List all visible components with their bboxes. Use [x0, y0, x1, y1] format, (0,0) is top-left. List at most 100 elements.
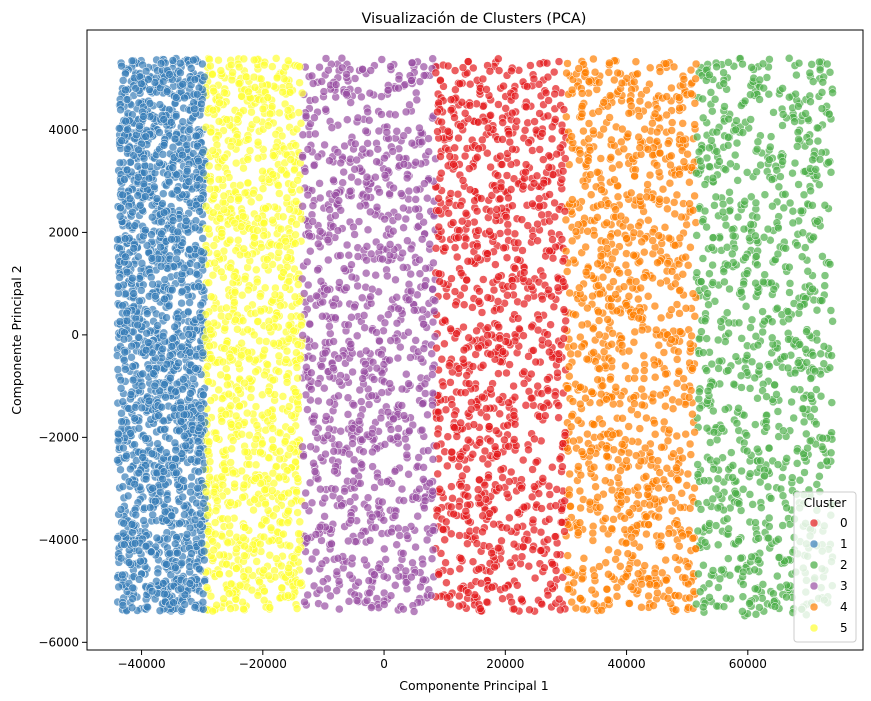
scatter-point-cluster-2: [762, 73, 772, 82]
scatter-point-cluster-3: [314, 396, 323, 406]
scatter-point-cluster-4: [660, 223, 670, 232]
scatter-point-cluster-4: [676, 503, 685, 512]
scatter-point-cluster-3: [354, 578, 363, 587]
scatter-point-cluster-0: [484, 422, 494, 431]
scatter-point-cluster-2: [805, 137, 814, 147]
scatter-point-cluster-2: [753, 394, 762, 403]
scatter-point-cluster-0: [472, 206, 482, 216]
scatter-point-cluster-0: [454, 501, 464, 511]
scatter-point-cluster-4: [644, 100, 653, 110]
scatter-point-cluster-0: [550, 212, 560, 222]
scatter-point-cluster-0: [437, 117, 446, 127]
scatter-point-cluster-4: [667, 151, 676, 161]
scatter-point-cluster-1: [180, 600, 189, 609]
scatter-point-cluster-0: [524, 138, 533, 147]
scatter-point-cluster-0: [462, 275, 471, 285]
scatter-point-cluster-4: [568, 397, 578, 406]
scatter-point-cluster-3: [392, 318, 402, 328]
scatter-point-cluster-2: [805, 68, 815, 78]
scatter-point-cluster-0: [462, 443, 471, 453]
scatter-point-cluster-2: [696, 277, 706, 286]
scatter-point-cluster-0: [483, 293, 493, 302]
scatter-point-cluster-5: [274, 351, 284, 361]
scatter-point-cluster-0: [455, 564, 465, 574]
scatter-point-cluster-4: [634, 132, 643, 142]
scatter-point-cluster-3: [347, 313, 356, 322]
scatter-point-cluster-4: [663, 139, 673, 148]
scatter-point-cluster-2: [724, 58, 733, 67]
scatter-point-cluster-1: [115, 317, 125, 326]
scatter-point-cluster-2: [794, 102, 803, 111]
scatter-point-cluster-4: [678, 119, 687, 128]
scatter-point-cluster-2: [755, 477, 765, 487]
scatter-point-cluster-2: [748, 500, 757, 509]
scatter-point-cluster-3: [380, 170, 390, 180]
scatter-point-cluster-0: [502, 212, 511, 222]
scatter-point-cluster-0: [493, 297, 503, 306]
scatter-point-cluster-3: [348, 367, 357, 377]
scatter-point-cluster-2: [801, 243, 810, 252]
scatter-point-cluster-0: [447, 447, 457, 457]
scatter-point-cluster-0: [527, 393, 536, 403]
scatter-point-cluster-3: [418, 399, 427, 408]
scatter-point-cluster-5: [251, 402, 261, 411]
scatter-point-cluster-4: [576, 332, 585, 342]
scatter-point-cluster-0: [555, 454, 565, 464]
scatter-point-cluster-4: [644, 591, 653, 601]
scatter-point-cluster-4: [690, 312, 700, 321]
scatter-point-cluster-2: [794, 58, 804, 68]
scatter-point-cluster-2: [699, 561, 708, 570]
scatter-point-cluster-4: [612, 592, 622, 601]
scatter-point-cluster-2: [731, 352, 741, 361]
scatter-point-cluster-0: [528, 515, 538, 525]
scatter-point-cluster-4: [576, 503, 585, 513]
scatter-point-cluster-3: [357, 397, 366, 406]
scatter-point-cluster-0: [559, 334, 569, 343]
scatter-point-cluster-3: [334, 576, 344, 586]
scatter-point-cluster-0: [504, 193, 513, 203]
scatter-point-cluster-2: [760, 316, 769, 326]
scatter-point-cluster-0: [537, 504, 546, 513]
scatter-point-cluster-0: [519, 367, 529, 377]
scatter-point-cluster-2: [817, 88, 827, 97]
scatter-point-cluster-2: [785, 198, 795, 208]
scatter-point-cluster-4: [613, 192, 623, 202]
scatter-point-cluster-4: [690, 120, 699, 129]
scatter-point-cluster-3: [320, 512, 329, 521]
scatter-point-cluster-3: [393, 432, 402, 442]
scatter-point-cluster-2: [767, 317, 777, 326]
scatter-point-cluster-4: [577, 109, 587, 119]
scatter-point-cluster-3: [330, 466, 339, 476]
scatter-point-cluster-2: [711, 484, 721, 494]
scatter-point-cluster-4: [645, 63, 655, 73]
scatter-point-cluster-3: [409, 607, 419, 616]
scatter-point-cluster-4: [683, 469, 693, 479]
scatter-point-cluster-0: [548, 122, 557, 132]
scatter-point-cluster-0: [494, 54, 503, 64]
scatter-point-cluster-4: [587, 387, 596, 397]
scatter-point-cluster-3: [311, 129, 320, 139]
scatter-point-cluster-4: [645, 135, 655, 145]
scatter-point-cluster-3: [302, 257, 312, 267]
scatter-point-cluster-3: [380, 544, 389, 554]
scatter-point-cluster-4: [602, 444, 611, 453]
scatter-point-cluster-3: [347, 272, 357, 282]
scatter-point-cluster-0: [554, 401, 563, 410]
scatter-point-cluster-5: [276, 301, 285, 310]
scatter-point-cluster-0: [529, 346, 538, 355]
scatter-point-cluster-4: [605, 113, 614, 122]
scatter-point-cluster-5: [278, 87, 287, 97]
scatter-point-cluster-2: [757, 503, 766, 512]
scatter-point-cluster-3: [298, 152, 307, 162]
scatter-point-cluster-4: [622, 456, 631, 465]
scatter-point-cluster-4: [566, 349, 575, 359]
scatter-point-cluster-5: [297, 320, 306, 330]
scatter-point-cluster-4: [682, 481, 692, 490]
scatter-point-cluster-0: [524, 445, 533, 455]
scatter-point-cluster-0: [477, 392, 487, 402]
scatter-point-cluster-2: [715, 357, 724, 366]
scatter-point-cluster-3: [401, 107, 411, 117]
scatter-point-cluster-3: [394, 424, 403, 433]
scatter-point-cluster-0: [463, 57, 473, 66]
scatter-point-cluster-4: [639, 392, 649, 401]
